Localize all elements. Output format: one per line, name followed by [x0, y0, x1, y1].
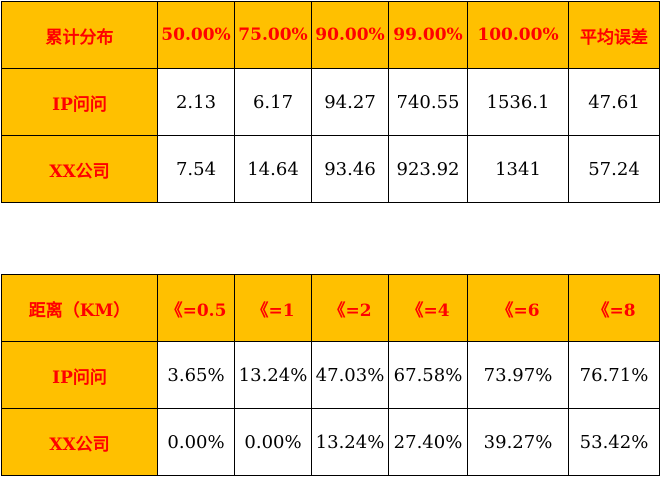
table-cell: 13.24% [234, 341, 312, 409]
cumulative-distribution-table: 累计分布 50.00% 75.00% 90.00% 99.00% 100.00%… [1, 1, 660, 203]
column-header: 《=8 [568, 274, 660, 342]
corner-label: 距离（KM） [1, 274, 158, 342]
table-cell: 13.24% [311, 408, 389, 476]
table-row: IP问问 2.13 6.17 94.27 740.55 1536.1 47.61 [1, 68, 660, 136]
table-cell: 39.27% [467, 408, 569, 476]
column-header: 《=0.5 [157, 274, 235, 342]
column-header: 《=1 [234, 274, 312, 342]
table-row: XX公司 0.00% 0.00% 13.24% 27.40% 39.27% 53… [1, 408, 660, 476]
table-cell: 27.40% [388, 408, 468, 476]
table-header-row: 距离（KM） 《=0.5 《=1 《=2 《=4 《=6 《=8 [1, 274, 660, 342]
table-cell: 6.17 [234, 68, 312, 136]
table-cell: 76.71% [568, 341, 660, 409]
table-cell: 93.46 [311, 135, 389, 203]
table-cell: 47.03% [311, 341, 389, 409]
table-row: XX公司 7.54 14.64 93.46 923.92 1341 57.24 [1, 135, 660, 203]
column-header: 50.00% [157, 1, 235, 69]
table-cell: 0.00% [157, 408, 235, 476]
column-header: 100.00% [467, 1, 569, 69]
row-label: XX公司 [1, 135, 158, 203]
table-cell: 3.65% [157, 341, 235, 409]
column-header: 《=4 [388, 274, 468, 342]
table-cell: 47.61 [568, 68, 660, 136]
table-cell: 14.64 [234, 135, 312, 203]
table-cell: 0.00% [234, 408, 312, 476]
column-header: 90.00% [311, 1, 389, 69]
column-header: 平均误差 [568, 1, 660, 69]
corner-label: 累计分布 [1, 1, 158, 69]
table-cell: 1341 [467, 135, 569, 203]
table-cell: 2.13 [157, 68, 235, 136]
column-header: 《=2 [311, 274, 389, 342]
table-cell: 94.27 [311, 68, 389, 136]
table-cell: 923.92 [388, 135, 468, 203]
table-cell: 7.54 [157, 135, 235, 203]
column-header: 99.00% [388, 1, 468, 69]
row-label: IP问问 [1, 68, 158, 136]
table-cell: 53.42% [568, 408, 660, 476]
distance-distribution-table: 距离（KM） 《=0.5 《=1 《=2 《=4 《=6 《=8 IP问问 3.… [1, 274, 660, 476]
row-label: IP问问 [1, 341, 158, 409]
table-cell: 73.97% [467, 341, 569, 409]
table-header-row: 累计分布 50.00% 75.00% 90.00% 99.00% 100.00%… [1, 1, 660, 69]
table-cell: 740.55 [388, 68, 468, 136]
table-cell: 67.58% [388, 341, 468, 409]
row-label: XX公司 [1, 408, 158, 476]
table-cell: 57.24 [568, 135, 660, 203]
column-header: 75.00% [234, 1, 312, 69]
table-row: IP问问 3.65% 13.24% 47.03% 67.58% 73.97% 7… [1, 341, 660, 409]
table-cell: 1536.1 [467, 68, 569, 136]
column-header: 《=6 [467, 274, 569, 342]
